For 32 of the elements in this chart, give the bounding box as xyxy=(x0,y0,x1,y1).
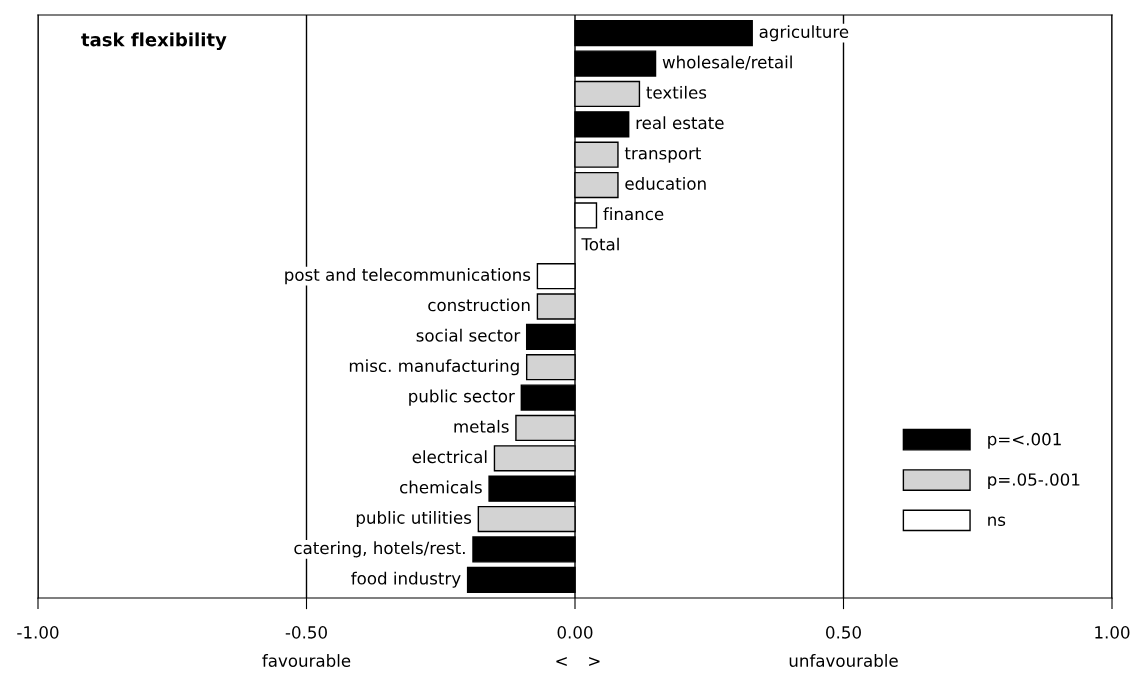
text: favourable xyxy=(262,654,351,667)
y-tick-label: construction xyxy=(428,298,530,312)
text: < xyxy=(556,657,567,666)
x-tick-label: 0.00 xyxy=(557,626,593,639)
x-tick-label: -0.50 xyxy=(285,626,327,639)
legend-label: p=.05-.001 xyxy=(988,473,1080,489)
y-tick-label: chemicals xyxy=(400,480,482,494)
x-tick-label: -1.00 xyxy=(17,626,59,639)
y-tick-label: food industry xyxy=(351,571,461,588)
x-tick-label: 0.50 xyxy=(826,626,861,639)
y-tick-label: catering, hotels/rest. xyxy=(294,541,465,558)
y-tick-label: textiles xyxy=(646,85,707,99)
y-tick-label: electrical xyxy=(412,450,487,464)
y-tick-label: real estate xyxy=(636,116,724,130)
y-tick-label: metals xyxy=(454,419,509,433)
y-tick-label: misc. manufacturing xyxy=(349,359,519,376)
legend-label: ns xyxy=(988,516,1006,527)
y-tick-label: wholesale/retail xyxy=(662,55,792,70)
y-tick-label: education xyxy=(625,176,706,190)
y-tick-label: transport xyxy=(624,147,702,163)
y-tick-label: social sector xyxy=(416,328,521,342)
y-tick-label: public utilities xyxy=(356,510,472,528)
y-tick-label: finance xyxy=(603,207,664,221)
text: unfavourable xyxy=(789,654,898,667)
text: task flexibility xyxy=(81,32,227,51)
legend-label: p=<.001 xyxy=(988,432,1061,449)
x-tick-label: 1.00 xyxy=(1095,626,1130,639)
y-tick-label: agriculture xyxy=(759,25,849,42)
y-tick-label: public sector xyxy=(409,389,515,406)
y-tick-label: post and telecommunications xyxy=(285,268,531,285)
y-tick-label: Total xyxy=(581,237,619,251)
text: > xyxy=(589,657,600,666)
